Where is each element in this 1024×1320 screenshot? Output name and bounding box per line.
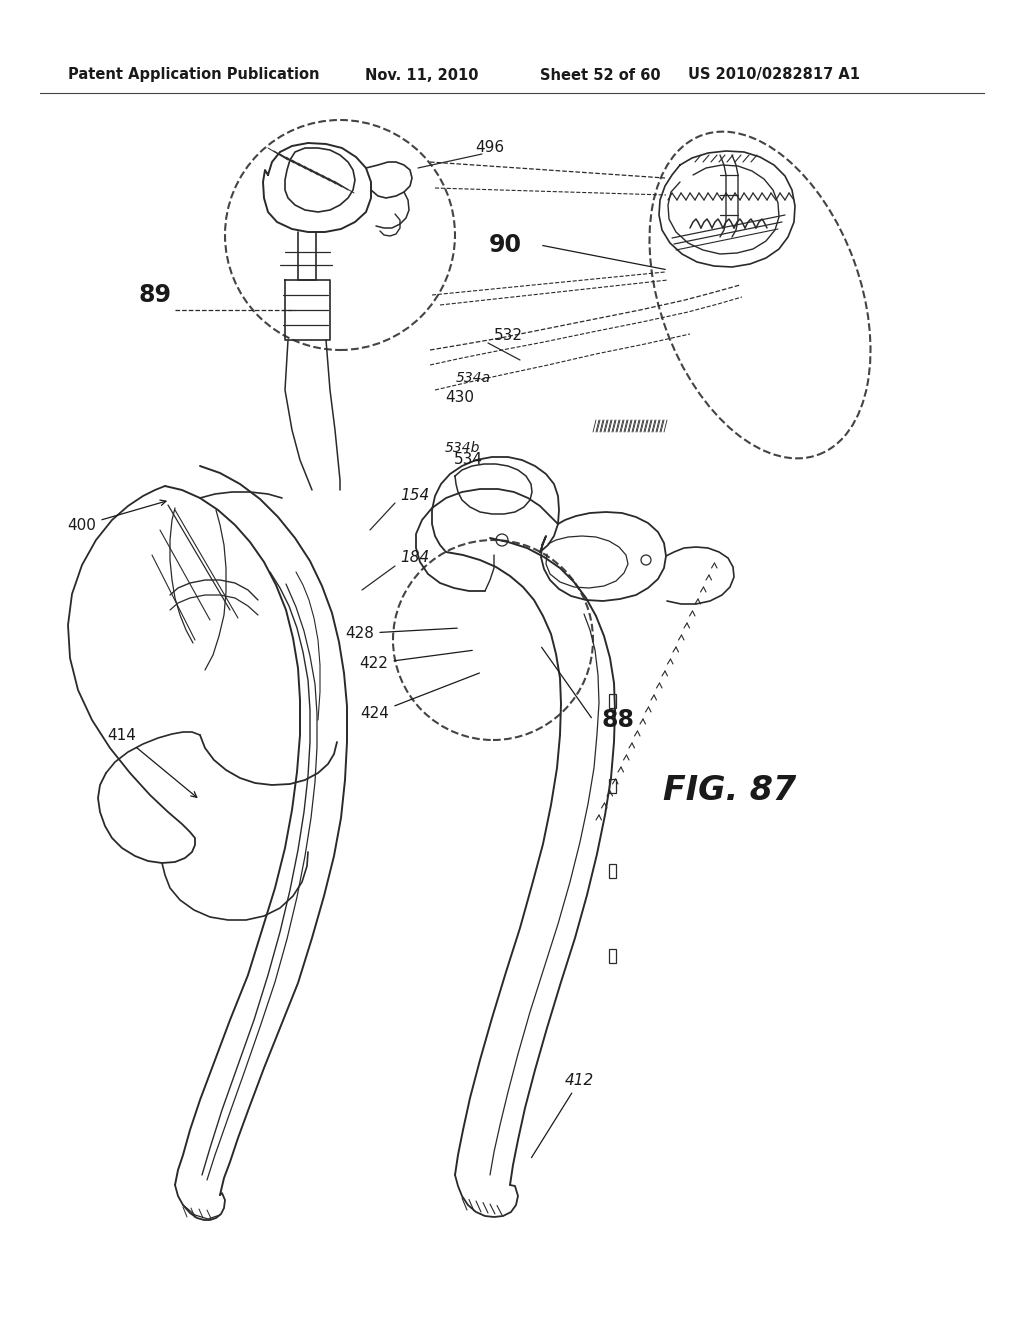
Text: 88: 88 — [601, 708, 635, 733]
Text: 430: 430 — [445, 391, 474, 405]
Text: US 2010/0282817 A1: US 2010/0282817 A1 — [688, 67, 860, 82]
Bar — [609, 779, 616, 793]
Text: 414: 414 — [108, 729, 197, 797]
Text: 422: 422 — [359, 651, 472, 671]
Text: 534b: 534b — [444, 441, 479, 455]
Text: 412: 412 — [531, 1073, 594, 1158]
Bar — [609, 694, 616, 708]
Text: 532: 532 — [494, 327, 522, 342]
Text: 534: 534 — [454, 453, 482, 467]
Text: 424: 424 — [360, 673, 479, 721]
Text: 184: 184 — [400, 550, 429, 565]
Text: 90: 90 — [488, 234, 521, 257]
Text: 89: 89 — [138, 282, 171, 308]
Text: 496: 496 — [475, 140, 505, 156]
Text: 154: 154 — [400, 487, 429, 503]
Bar — [609, 865, 616, 878]
Text: 400: 400 — [68, 500, 166, 533]
Text: 428: 428 — [345, 626, 458, 642]
Text: Sheet 52 of 60: Sheet 52 of 60 — [540, 67, 660, 82]
Text: FIG. 87: FIG. 87 — [664, 774, 797, 807]
Text: Patent Application Publication: Patent Application Publication — [68, 67, 319, 82]
Bar — [609, 949, 616, 964]
Text: 534a: 534a — [456, 371, 490, 385]
Text: Nov. 11, 2010: Nov. 11, 2010 — [365, 67, 478, 82]
